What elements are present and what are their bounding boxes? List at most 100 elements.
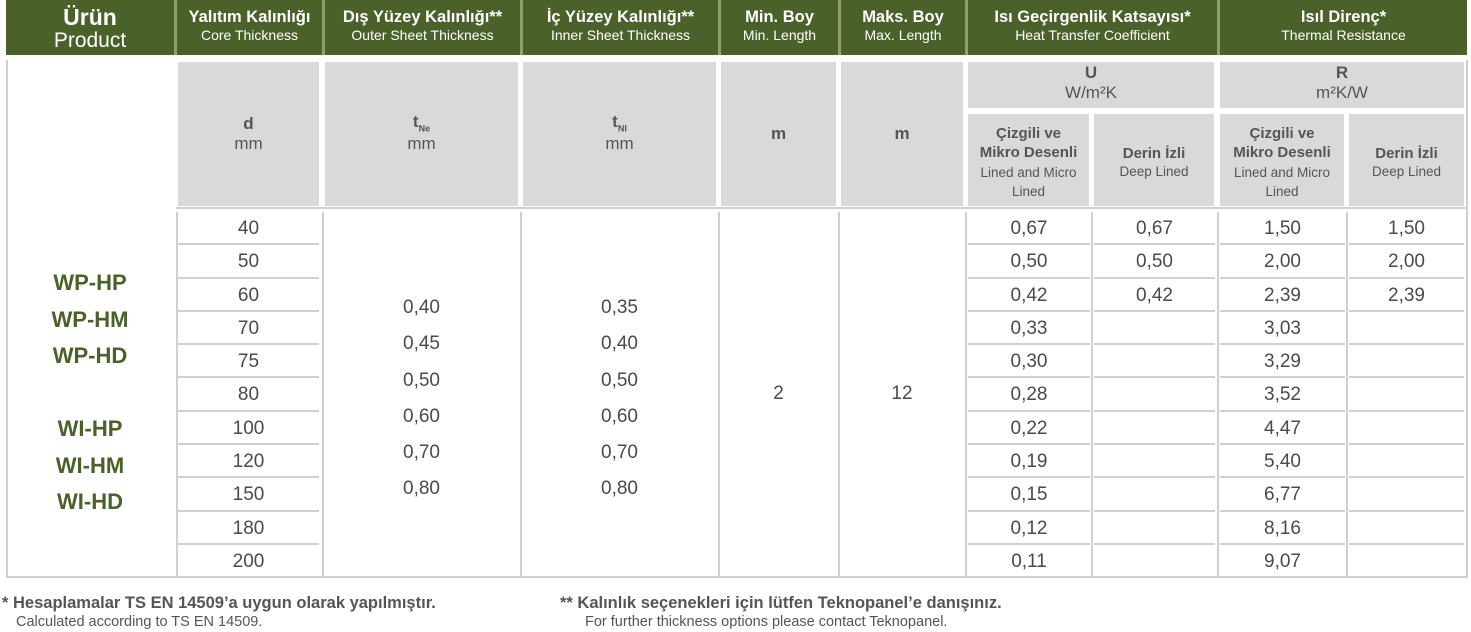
header-outer: Dış Yüzey Kalınlığı** Outer Sheet Thickn…	[322, 0, 520, 55]
r-lined-cell: 2,39	[1220, 279, 1345, 312]
col-divider	[1217, 212, 1219, 576]
footnote-1-en: Calculated according to TS EN 14509.	[16, 614, 263, 630]
header-core: Yalıtım Kalınlığı Core Thickness	[174, 0, 322, 55]
subhead-r-deep: Derin İzli Deep Lined	[1349, 114, 1464, 206]
thickness-cell: 70	[178, 312, 319, 346]
thickness-cell: 120	[178, 445, 319, 479]
header-min-length: Min. Boy Min. Length	[718, 0, 838, 55]
inner-value: 0,80	[601, 478, 638, 500]
u-deep-cell: 0,50	[1094, 245, 1215, 279]
inner-value: 0,50	[601, 369, 638, 391]
product-name: WP-HM	[51, 306, 129, 332]
u-lined-column: 0,67 0,50 0,42 0,33 0,30 0,28 0,22 0,19 0,15 0,12…	[968, 212, 1090, 578]
u-lined-cell: 0,33	[968, 312, 1090, 346]
max-length-value: 12	[891, 383, 913, 404]
subhead-tni-sub: NI	[617, 123, 627, 134]
product-name: WI-HM	[55, 452, 125, 478]
r-deep-cell	[1349, 412, 1464, 446]
header-inner: İç Yüzey Kalınlığı** Inner Sheet Thickne…	[520, 0, 718, 55]
col-divider	[718, 212, 720, 576]
header-outer-tr: Dış Yüzey Kalınlığı**	[342, 8, 503, 26]
r-lined-en-line2: Lined	[1265, 184, 1299, 199]
u-lined-cell: 0,67	[968, 212, 1090, 246]
outer-value: 0,80	[403, 478, 440, 500]
header-min-length-en: Min. Length	[742, 27, 817, 43]
u-deep-cell: 0,67	[1094, 212, 1215, 246]
outer-value: 0,60	[403, 405, 440, 427]
u-deep-cell	[1094, 345, 1215, 379]
subhead-d-symbol: d	[243, 114, 254, 133]
u-lined-cell: 0,42	[968, 279, 1090, 312]
footnote-1-tr: * Hesaplamalar TS EN 14509’a uygun olara…	[2, 594, 436, 612]
r-lined-cell: 9,07	[1264, 550, 1301, 572]
u-lined-cell: 0,22	[968, 412, 1090, 446]
subhead-tne-symbol: tNe	[325, 112, 518, 133]
u-lined-cell: 0,15	[968, 478, 1090, 512]
r-lined-cell: 3,52	[1220, 378, 1345, 412]
subhead-u-deep: Derin İzli Deep Lined	[1094, 114, 1214, 206]
min-length-value: 2	[773, 383, 784, 404]
u-lined-cell: 0,30	[968, 345, 1090, 379]
header-core-tr: Yalıtım Kalınlığı	[188, 8, 311, 26]
subhead-tni: tNI mm	[523, 62, 716, 206]
r-deep-cell	[1349, 478, 1464, 512]
lined-en-line1: Lined and Micro	[980, 165, 1077, 180]
u-deep-cell	[1094, 312, 1215, 346]
lined-tr-line1: Çizgili ve	[995, 125, 1062, 142]
u-deep-cell	[1094, 545, 1215, 578]
r-lined-cell: 2,00	[1220, 245, 1345, 279]
table-left-border	[6, 60, 8, 578]
outer-values: 0,40 0,45 0,50 0,60 0,70 0,80	[325, 290, 518, 508]
thickness-cell: 180	[178, 512, 319, 545]
r-deep-cell	[1349, 378, 1464, 412]
header-htc: Isı Geçirgenlik Katsayısı* Heat Transfer…	[965, 0, 1217, 55]
header-outer-en: Outer Sheet Thickness	[351, 27, 494, 43]
u-lined-cell: 0,50	[968, 245, 1090, 279]
outer-value: 0,45	[403, 333, 440, 355]
r-lined-tr-line1: Çizgili ve	[1249, 125, 1315, 142]
subhead-tne-unit: mm	[407, 134, 436, 153]
header-thermal-en: Thermal Resistance	[1281, 27, 1406, 43]
subhead-tne-sub: Ne	[418, 123, 431, 134]
r-deep-tr: Derin İzli	[1375, 145, 1438, 162]
subhead-tne: tNe mm	[325, 62, 518, 206]
inner-values: 0,35 0,40 0,50 0,60 0,70 0,80	[523, 290, 716, 508]
thickness-cell: 50	[178, 245, 319, 279]
subhead-r: R m²K/W	[1220, 62, 1464, 108]
inner-value: 0,35	[601, 297, 638, 318]
deep-en: Deep Lined	[1119, 164, 1189, 179]
outer-value: 0,70	[403, 442, 440, 464]
header-max-length-tr: Maks. Boy	[862, 8, 944, 26]
col-divider	[176, 212, 178, 576]
r-deep-en: Deep Lined	[1371, 164, 1442, 179]
table-bottom-border	[6, 576, 1468, 578]
footnote-2-tr: ** Kalınlık seçenekleri için lütfen Tekn…	[560, 594, 1002, 612]
u-deep-cell	[1094, 378, 1215, 412]
thickness-cell: 150	[178, 478, 319, 512]
header-product: Ürün Product	[6, 0, 174, 55]
r-deep-cell	[1349, 445, 1464, 479]
r-deep-cell	[1349, 312, 1464, 346]
header-htc-tr: Isı Geçirgenlik Katsayısı*	[994, 8, 1191, 26]
header-product-en: Product	[53, 29, 127, 52]
product-name: WI-HP	[57, 416, 123, 441]
col-divider	[322, 212, 324, 576]
r-deep-cell: 1,50	[1349, 212, 1464, 246]
header-htc-en: Heat Transfer Coefficient	[1015, 27, 1170, 43]
r-deep-cell: 2,39	[1349, 279, 1464, 312]
u-deep-cell	[1094, 445, 1215, 479]
subhead-u-unit: W/m²K	[1065, 83, 1117, 102]
u-lined-cell: 0,11	[1011, 550, 1047, 572]
header-inner-en: Inner Sheet Thickness	[550, 27, 691, 43]
subhead-min-unit-text: m	[770, 124, 787, 143]
thickness-cell: 40	[178, 212, 319, 246]
u-deep-cell: 0,42	[1094, 279, 1215, 312]
header-inner-tr: İç Yüzey Kalınlığı**	[546, 8, 695, 26]
subhead-tni-t: t	[612, 112, 618, 131]
outer-value: 0,40	[403, 297, 440, 318]
r-lined-en-line1: Lined and Micro	[1233, 165, 1331, 180]
col-divider	[838, 212, 840, 576]
header-max-length: Maks. Boy Max. Length	[838, 0, 965, 55]
u-lined-cell: 0,19	[968, 445, 1090, 479]
subhead-r-symbol: R	[1335, 63, 1349, 82]
